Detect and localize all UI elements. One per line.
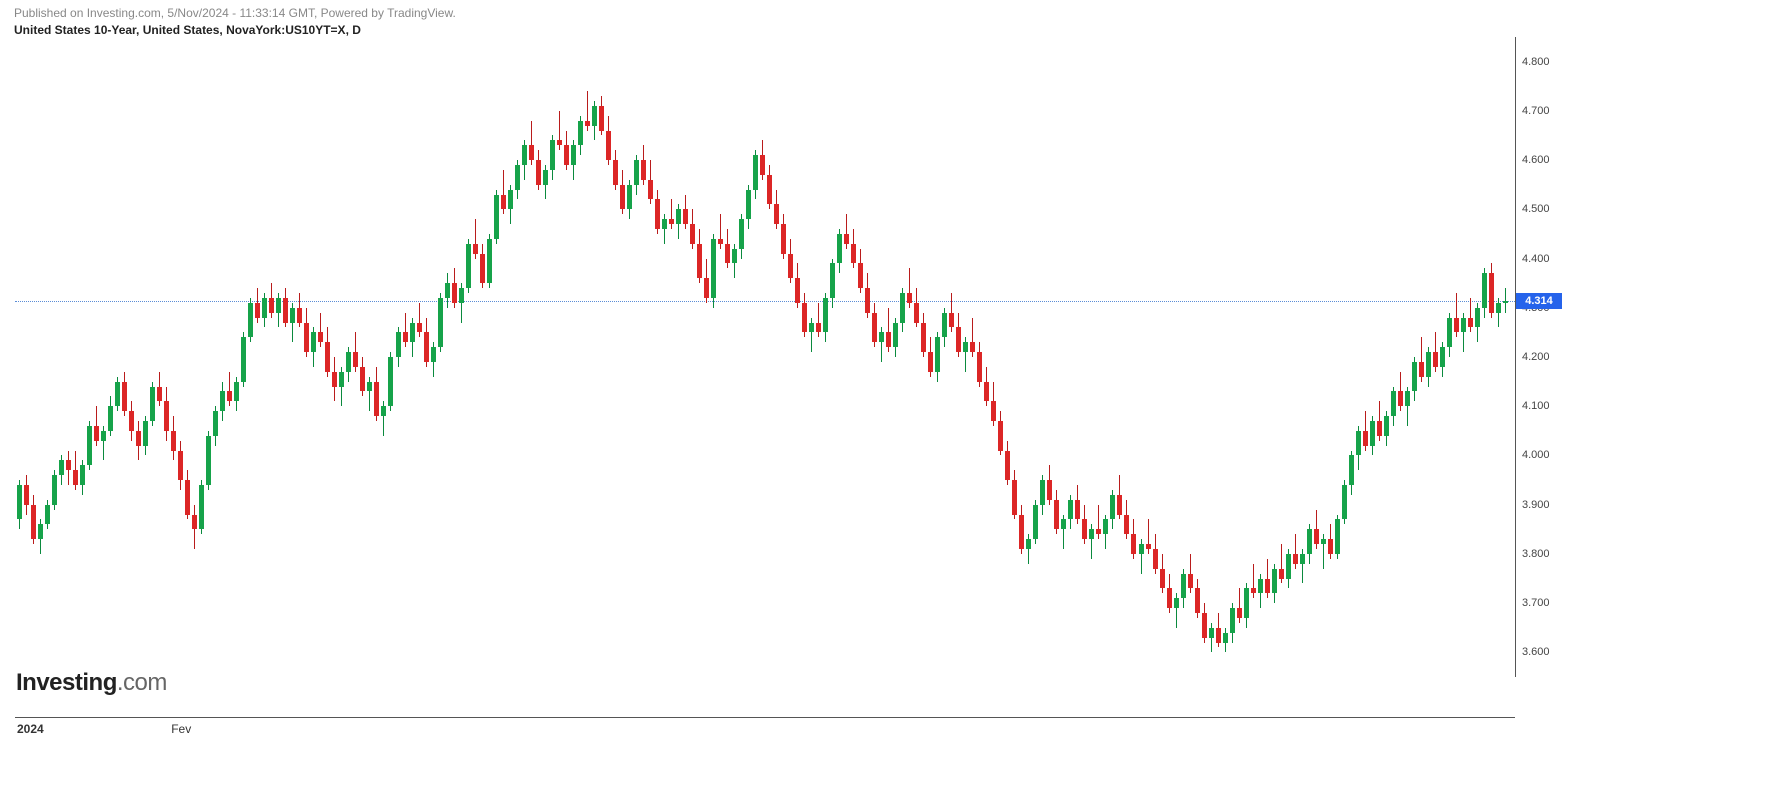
y-tick-label: 3.900: [1516, 499, 1572, 511]
investing-logo: Investing.com: [16, 669, 167, 697]
y-tick-label: 4.100: [1516, 400, 1572, 412]
chart-header: Published on Investing.com, 5/Nov/2024 -…: [0, 0, 1775, 37]
x-tick-label: Fev: [171, 722, 191, 736]
logo-suffix: .com: [117, 669, 167, 696]
y-tick-label: 4.700: [1516, 105, 1572, 117]
y-tick-label: 4.400: [1516, 253, 1572, 265]
y-tick-label: 3.700: [1516, 597, 1572, 609]
y-tick-label: 4.000: [1516, 449, 1572, 461]
chart-title: United States 10-Year, United States, No…: [14, 23, 1775, 37]
current-price-marker: 4.314: [1516, 293, 1562, 309]
candlestick-plot[interactable]: [15, 37, 1513, 677]
x-axis: 2024 Fev: [15, 717, 1515, 740]
logo-brand: Investing: [16, 669, 117, 696]
y-tick-label: 4.200: [1516, 351, 1572, 363]
y-tick-label: 3.600: [1516, 646, 1572, 658]
y-tick-label: 3.800: [1516, 548, 1572, 560]
y-tick-label: 4.800: [1516, 56, 1572, 68]
published-line: Published on Investing.com, 5/Nov/2024 -…: [14, 6, 1775, 20]
y-tick-label: 4.500: [1516, 203, 1572, 215]
y-tick-label: 4.600: [1516, 154, 1572, 166]
y-axis: 3.6003.7003.8003.9004.0004.1004.2004.300…: [1515, 37, 1566, 677]
chart-container: 3.6003.7003.8003.9004.0004.1004.2004.300…: [0, 37, 1775, 797]
x-tick-label: 2024: [17, 722, 44, 736]
current-price-line: [15, 301, 1515, 302]
